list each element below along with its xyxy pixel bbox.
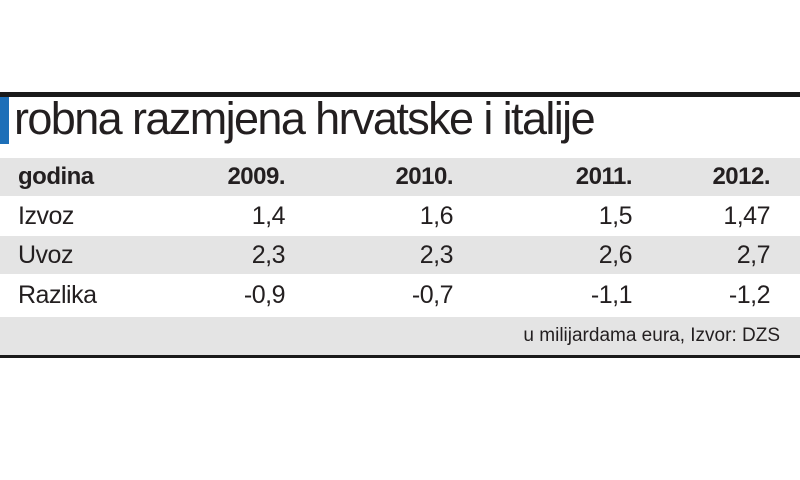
value-cell: 2,7 xyxy=(736,241,771,269)
value-cell: 2,3 xyxy=(419,241,454,269)
header-cell: godina xyxy=(18,163,94,190)
table-row: Izvoz 1,4 1,6 1,5 1,47 xyxy=(0,197,800,235)
row-label: Uvoz xyxy=(18,241,73,269)
note: u milijardama eura, Izvor: DZS xyxy=(523,325,780,346)
table-row: Uvoz 2,3 2,3 2,6 2,7 xyxy=(0,236,800,274)
row-label: Izvoz xyxy=(18,202,74,230)
header-cell: 2011. xyxy=(575,163,633,190)
header-cell: 2009. xyxy=(227,163,285,190)
value-cell: -0,7 xyxy=(411,281,454,309)
bottom-rule xyxy=(0,355,800,358)
value-cell: 1,6 xyxy=(419,202,454,230)
header-row: godina 2009. 2010. 2011. 2012. xyxy=(0,158,800,196)
table-row: Razlika -0,9 -0,7 -1,1 -1,2 xyxy=(0,276,800,314)
value-cell: -1,1 xyxy=(590,281,633,309)
accent-bar xyxy=(0,97,9,144)
value-cell: -1,2 xyxy=(728,281,771,309)
top-rule xyxy=(0,92,800,97)
value-cell: 2,3 xyxy=(251,241,286,269)
value-cell: -0,9 xyxy=(243,281,286,309)
row-label: Razlika xyxy=(18,281,97,309)
title: robna razmjena hrvatske i italije xyxy=(14,93,596,144)
value-cell: 2,6 xyxy=(598,241,633,269)
note-row: u milijardama eura, Izvor: DZS xyxy=(0,317,800,355)
value-cell: 1,47 xyxy=(723,202,770,230)
header-cell: 2012. xyxy=(712,163,770,190)
header-cell: 2010. xyxy=(395,163,453,190)
value-cell: 1,4 xyxy=(251,202,286,230)
value-cell: 1,5 xyxy=(598,202,633,230)
